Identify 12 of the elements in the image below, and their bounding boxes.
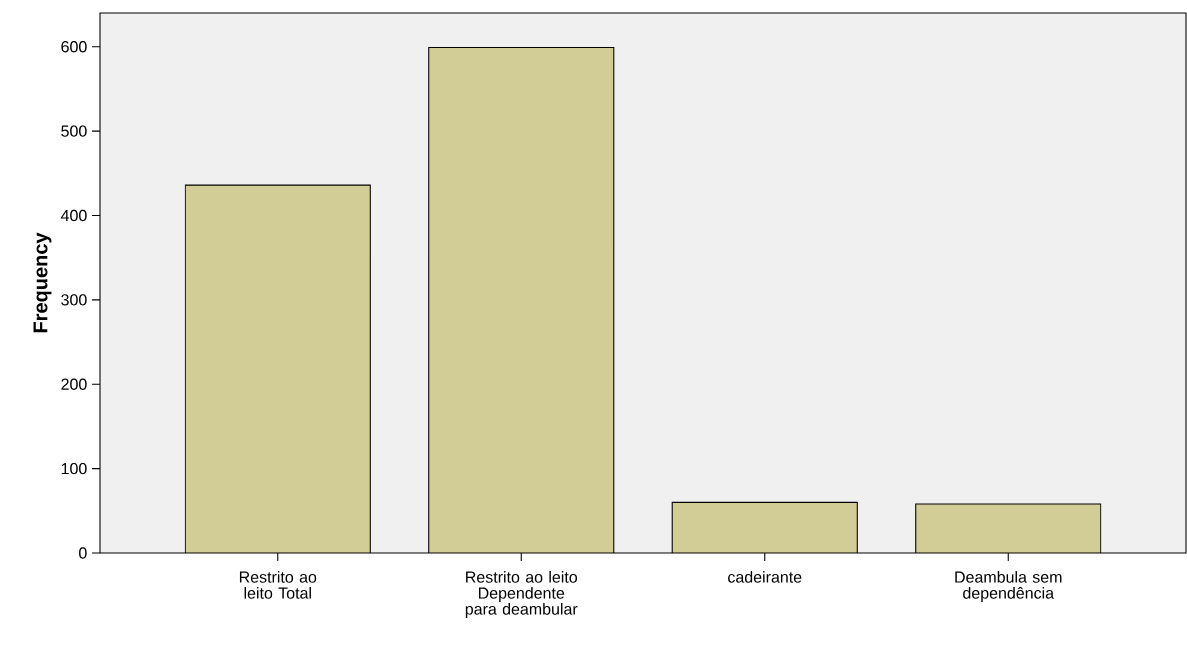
y-tick-label: 600 — [61, 41, 87, 53]
x-tick-label: Restrito ao leito Total — [239, 571, 317, 599]
x-tick-label: Restrito ao leito Dependente para deambular — [465, 571, 578, 618]
x-tick-label: cadeirante — [728, 571, 802, 583]
y-axis-title: Frequency — [33, 232, 52, 333]
y-tick-label: 0 — [79, 547, 87, 559]
y-tick-label: 500 — [61, 125, 87, 137]
y-tick-label: 400 — [60, 209, 87, 222]
y-tick-label: 300 — [61, 294, 87, 306]
y-tick-label: 100 — [61, 462, 87, 475]
x-tick-label: Deambula sem dependência — [955, 571, 1062, 602]
y-tick-label: 200 — [61, 378, 87, 390]
